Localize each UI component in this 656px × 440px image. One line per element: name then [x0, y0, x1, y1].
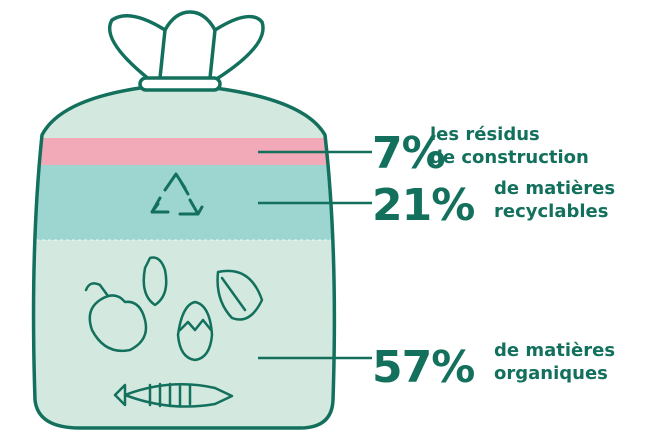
percent: 57% [372, 342, 474, 393]
percent: 21% [372, 180, 474, 231]
segment-label: organiques [494, 363, 608, 384]
segment-label: de construction [430, 147, 589, 168]
segment-label: de matières [494, 178, 615, 199]
segment-label: recyclables [494, 201, 608, 222]
bag-knot [110, 12, 263, 90]
segment-label: les résidus [430, 124, 540, 145]
infographic: 7%les résidusde construction21%de matièr… [0, 0, 656, 440]
segment-label: de matières [494, 340, 615, 361]
